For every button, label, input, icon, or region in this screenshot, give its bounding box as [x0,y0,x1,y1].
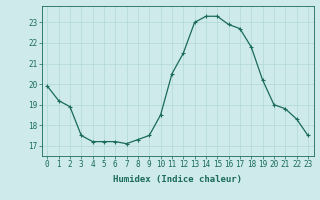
X-axis label: Humidex (Indice chaleur): Humidex (Indice chaleur) [113,175,242,184]
